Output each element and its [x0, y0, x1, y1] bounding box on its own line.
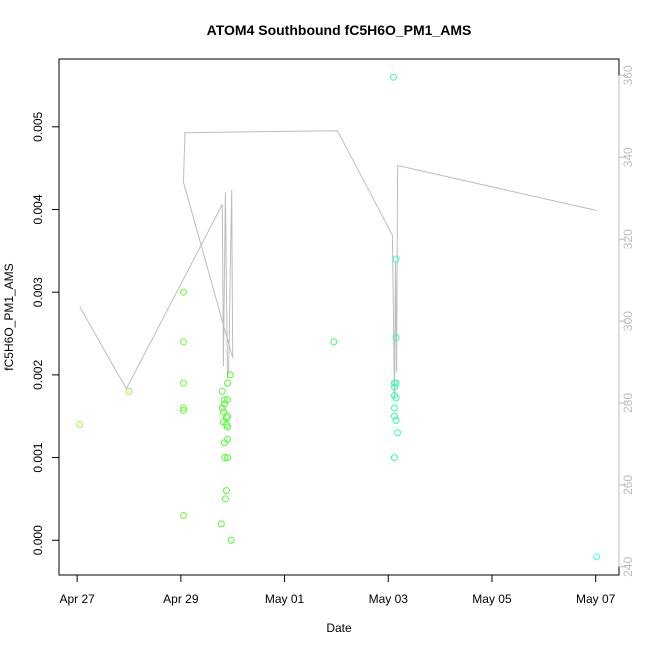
data-point: [179, 288, 187, 296]
data-point: [390, 412, 398, 420]
data-point: [392, 416, 400, 424]
data-point: [222, 414, 230, 422]
data-point: [218, 387, 226, 395]
x-tick-label: May 01: [265, 592, 305, 606]
y-right-tick-label: 320: [621, 229, 635, 249]
y-right-tick-label: 340: [621, 147, 635, 167]
data-point: [390, 454, 398, 462]
data-point: [390, 404, 398, 412]
data-point: [224, 379, 232, 387]
y-left-tick-label: 0.005: [31, 111, 45, 141]
x-tick-label: May 03: [369, 592, 409, 606]
y-axis-left: 0.000 0.001 0.002 0.003 0.004 0.005: [31, 111, 60, 555]
x-tick-label: Apr 29: [163, 592, 199, 606]
y-axis-label: fC5H6O_PM1_AMS: [2, 263, 16, 370]
data-point: [330, 338, 338, 346]
y-axis-right: 240 260 280 300 320 340 360: [618, 65, 635, 577]
data-point: [226, 371, 234, 379]
data-point: [389, 73, 397, 81]
data-point: [179, 338, 187, 346]
data-point: [394, 429, 402, 437]
x-axis-label: Date: [326, 621, 352, 635]
data-point: [125, 387, 133, 395]
data-point: [179, 404, 187, 412]
data-point: [222, 487, 230, 495]
line-series: [79, 130, 597, 399]
y-left-tick-label: 0.004: [31, 194, 45, 224]
data-point: [224, 435, 232, 443]
data-point: [217, 520, 225, 528]
data-point: [390, 383, 398, 391]
data-point: [179, 379, 187, 387]
data-point: [224, 412, 232, 420]
data-point: [218, 404, 226, 412]
y-right-tick-label: 280: [621, 393, 635, 413]
x-tick-label: Apr 27: [59, 592, 95, 606]
line-series-path: [79, 130, 597, 399]
x-axis: Apr 27 Apr 29 May 01 May 03 May 05 May 07: [59, 574, 616, 606]
y-right-tick-label: 360: [621, 65, 635, 85]
data-point: [224, 396, 232, 404]
x-tick-label: May 05: [472, 592, 512, 606]
data-point: [221, 495, 229, 503]
data-point: [179, 511, 187, 519]
data-point: [392, 379, 400, 387]
data-point: [224, 423, 232, 431]
x-tick-label: May 07: [576, 592, 616, 606]
y-right-tick-label: 300: [621, 311, 635, 331]
data-point: [221, 454, 229, 462]
y-left-tick-label: 0.000: [31, 525, 45, 555]
data-point: [219, 408, 227, 416]
y-right-tick-label: 240: [621, 556, 635, 576]
data-point: [593, 553, 601, 561]
y-left-tick-label: 0.001: [31, 442, 45, 472]
data-point: [392, 394, 400, 402]
y-left-tick-label: 0.002: [31, 360, 45, 390]
data-point: [76, 421, 84, 428]
plot-frame: [58, 58, 620, 576]
data-point: [392, 334, 400, 342]
data-point: [220, 396, 228, 404]
data-point: [392, 255, 400, 263]
data-point: [179, 406, 187, 414]
data-point: [224, 454, 232, 462]
y-left-tick-label: 0.003: [31, 277, 45, 307]
data-point: [227, 536, 235, 544]
point-series: [76, 73, 601, 561]
chart-title: ATOM4 Southbound fC5H6O_PM1_AMS: [207, 22, 472, 38]
y-right-tick-label: 260: [621, 475, 635, 495]
